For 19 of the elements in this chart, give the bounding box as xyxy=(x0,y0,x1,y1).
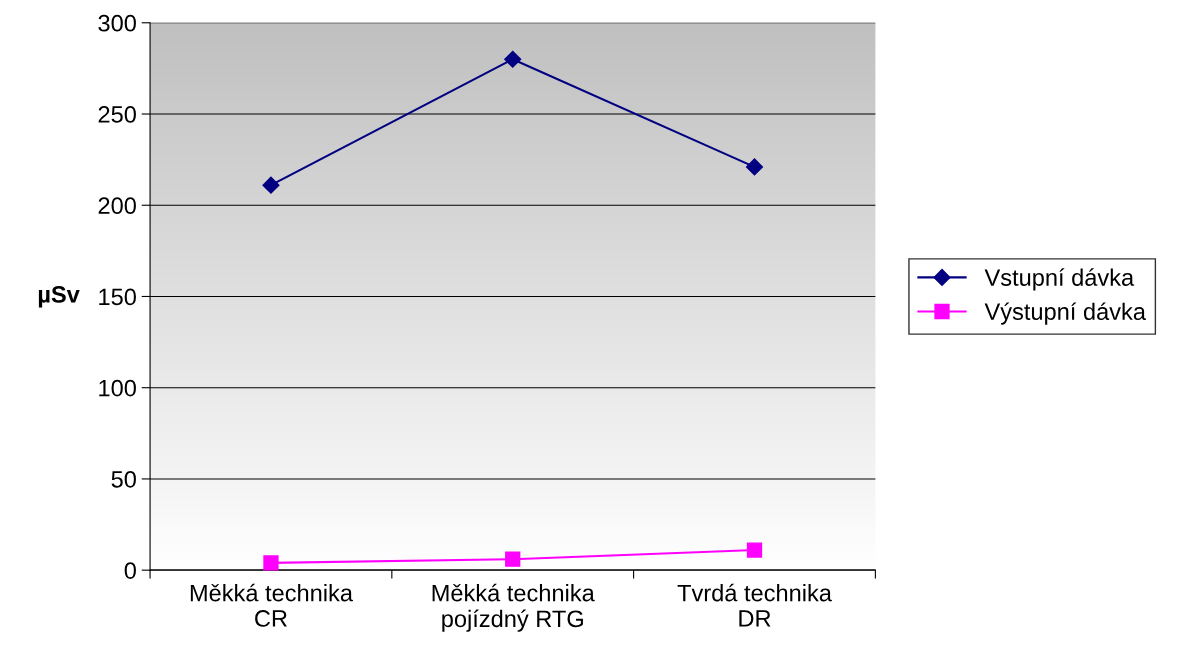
point xyxy=(263,555,279,571)
x-tick-label: Měkká technika CR xyxy=(190,583,353,627)
y-axis-title: µSv xyxy=(38,286,80,308)
point xyxy=(505,551,521,567)
y-tick-label: 0 xyxy=(124,562,136,579)
y-tick-label: 100 xyxy=(99,379,136,397)
y-tick-label: 250 xyxy=(98,106,136,123)
legend-label: Výstupní dávka xyxy=(984,302,1146,325)
y-tick-label: 50 xyxy=(111,471,136,488)
legend-label: Vstupní dávka xyxy=(984,268,1135,291)
point xyxy=(262,176,280,194)
point xyxy=(504,50,522,68)
x-tick-label: Tvrdá technika DR xyxy=(677,583,832,627)
x-tick-label: Měkká technika pojízdný RTG xyxy=(432,583,595,632)
y-tick-label: 200 xyxy=(98,197,136,215)
point xyxy=(745,158,764,176)
y-tick-label: 150 xyxy=(99,288,136,306)
y-tick-label: 300 xyxy=(98,14,136,32)
point xyxy=(746,542,763,558)
